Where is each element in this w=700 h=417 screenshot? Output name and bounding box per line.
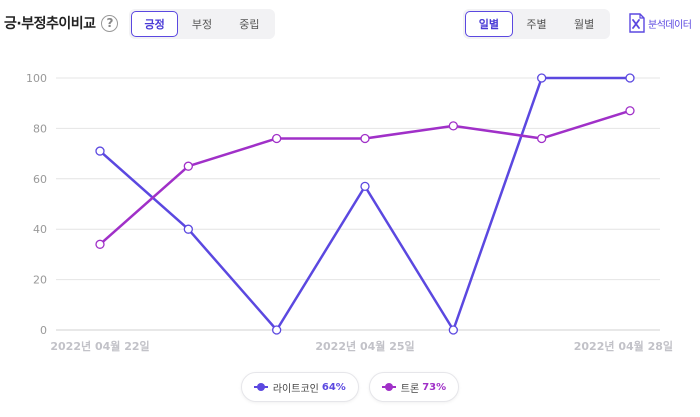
data-point[interactable] — [360, 133, 370, 144]
y-tick-label: 20 — [33, 274, 47, 287]
help-icon[interactable]: ? — [101, 14, 119, 32]
x-tick-label: 2022년 04월 25일 — [315, 339, 414, 353]
x-tick-label: 2022년 04월 22일 — [50, 339, 149, 353]
y-tick-label: 40 — [33, 223, 47, 236]
legend-item-series-1[interactable]: 라이트코인 64% — [240, 372, 359, 402]
legend-label-series-2: 트론 — [400, 383, 420, 395]
y-tick-label: 100 — [26, 72, 47, 85]
excel-icon — [629, 13, 645, 33]
y-tick-label: 60 — [33, 173, 47, 186]
data-point[interactable] — [360, 181, 370, 192]
y-tick-label: 0 — [40, 324, 47, 337]
legend-marker-series-1 — [253, 383, 268, 391]
data-point[interactable] — [448, 121, 458, 131]
series-line — [99, 76, 630, 332]
series-2 — [95, 106, 635, 249]
x-tick-label: 2022년 04월 28일 — [574, 339, 673, 353]
legend-label-series-1: 라이트코인 — [272, 383, 319, 395]
legend-percent-series-2: 73% — [422, 381, 447, 393]
tab-weekly[interactable]: 주별 — [526, 18, 547, 31]
data-point[interactable] — [448, 325, 458, 335]
data-point[interactable] — [625, 106, 635, 116]
data-point[interactable] — [95, 146, 105, 156]
tab-negative[interactable]: 부정 — [191, 18, 213, 31]
page-title: 긍·부정추이비교 — [4, 16, 96, 32]
data-point[interactable] — [625, 73, 635, 83]
tab-daily[interactable]: 일별 — [465, 11, 513, 37]
data-point[interactable] — [537, 133, 547, 144]
tab-positive[interactable]: 긍정 — [131, 11, 179, 37]
chart-header: 긍·부정추이비교 ? — [4, 13, 119, 33]
tab-neutral[interactable]: 중립 — [239, 18, 260, 31]
export-data-button[interactable]: 분석데이터 — [628, 13, 692, 33]
period-tabs: 일별 주별 월별 — [463, 9, 610, 39]
data-point[interactable] — [272, 133, 282, 144]
legend-marker-series-2 — [381, 383, 396, 391]
export-label: 분석데이터 — [648, 19, 692, 31]
tab-monthly[interactable]: 월별 — [574, 18, 595, 31]
data-point[interactable] — [272, 325, 282, 335]
legend-percent-series-1: 64% — [321, 381, 346, 393]
y-tick-label: 80 — [33, 122, 47, 135]
data-point[interactable] — [537, 73, 547, 83]
series-1 — [95, 73, 635, 335]
series-line — [99, 109, 631, 246]
data-point[interactable] — [183, 161, 193, 171]
data-point[interactable] — [183, 224, 193, 234]
legend: 라이트코인 64% 트론 73% — [0, 372, 700, 402]
sentiment-tabs: 긍정 부정 중립 — [129, 9, 275, 39]
legend-item-series-2[interactable]: 트론 73% — [368, 372, 460, 402]
data-point[interactable] — [95, 239, 105, 249]
